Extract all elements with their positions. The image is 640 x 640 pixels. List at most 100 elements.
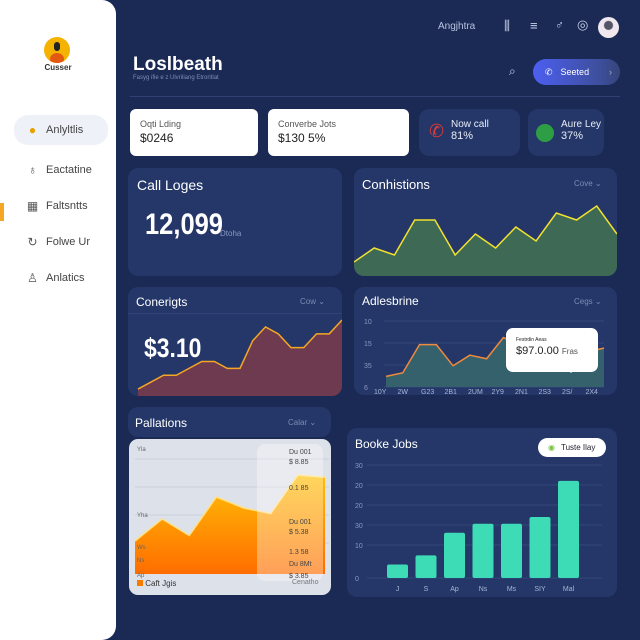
kpi-card-1[interactable]: Oqti Lding $0246 bbox=[130, 109, 258, 156]
bar bbox=[387, 564, 408, 578]
dropdown-label: Calar bbox=[288, 418, 308, 427]
y-tick-label: 20 bbox=[355, 483, 363, 490]
sidebar-item-4[interactable]: ↻ Folwe Ur bbox=[14, 227, 108, 257]
notification-icon[interactable]: ♂ bbox=[555, 18, 564, 32]
pallations-header: Pallations Calar ⌄ bbox=[128, 407, 331, 437]
brand-name: Cusser bbox=[44, 63, 72, 72]
sidebar-item-3[interactable]: ▦ Faltsntts bbox=[14, 191, 108, 221]
y-tick-label: 20 bbox=[355, 503, 363, 510]
avatar[interactable] bbox=[598, 17, 619, 38]
phone-icon: ✆ bbox=[429, 121, 445, 141]
sidebar-item-label: Anlyltlis bbox=[46, 124, 84, 136]
value-label: $ 3.85 bbox=[289, 573, 309, 580]
page-title: Loslbeath bbox=[133, 54, 223, 75]
plant-icon bbox=[536, 124, 554, 142]
x-tick-label: 2Y9 bbox=[492, 389, 505, 395]
conhistions-card: Conhistions Cove ⌄ bbox=[354, 168, 617, 276]
x-tick-label: Ms bbox=[507, 586, 517, 593]
pallations-area bbox=[135, 475, 325, 574]
kpi-label: Oqti Lding bbox=[140, 119, 182, 129]
legend: Caft Jgis bbox=[137, 579, 176, 588]
conerigts-chart bbox=[137, 319, 342, 396]
kpi-card-3[interactable]: ✆ Now call 81% bbox=[419, 109, 520, 156]
primary-button[interactable]: ✆ Seeted › bbox=[533, 59, 620, 85]
x-tick-label: 2B1 bbox=[445, 389, 458, 395]
bar bbox=[529, 516, 551, 578]
conerigts-value: $3.10 bbox=[144, 333, 202, 363]
x-tick-label: 2S/ bbox=[562, 389, 573, 395]
period-dropdown[interactable]: Cove ⌄ bbox=[574, 179, 602, 188]
header-link[interactable]: Angjhtra bbox=[438, 21, 476, 32]
chevron-right-icon: › bbox=[609, 67, 612, 77]
sidebar-item-5[interactable]: ♙ Anlatics bbox=[14, 263, 108, 293]
period-dropdown[interactable]: Cow ⌄ bbox=[300, 297, 325, 306]
x-tick-label: 2S3 bbox=[539, 389, 552, 395]
adlesbrine-card: Adlesbrine Cegs ⌄ 10 15 35 6 10Y 2W G23 2B1 2UM 2… bbox=[354, 287, 617, 395]
footer-label: Cenatho bbox=[292, 579, 319, 586]
bar bbox=[415, 555, 437, 578]
y-tick-label: 30 bbox=[355, 523, 363, 530]
kpi-card-2[interactable]: Converbe Jots $130 5% bbox=[268, 109, 409, 156]
filter-badge[interactable]: ◉ Tuste Ilay bbox=[538, 438, 606, 457]
dropdown-label: Cow bbox=[300, 297, 317, 306]
sidebar-item-label: Folwe Ur bbox=[46, 236, 91, 248]
tooltip-label: Festrdin Aeas bbox=[516, 337, 547, 343]
sidebar-item-2[interactable]: ♁ Eactatine bbox=[14, 155, 108, 185]
highlight-overlay bbox=[257, 444, 323, 581]
value-label: Du 001 bbox=[289, 519, 312, 526]
y-tick-label: 10 bbox=[364, 319, 372, 326]
pallations-panel: Yla Yha Ws Ns Ap Du 001 $ 8.85 0.1 85 Du 001 $ 5.… bbox=[129, 439, 331, 595]
kpi-value: $0246 bbox=[140, 131, 174, 145]
y-label: Ap bbox=[137, 573, 145, 579]
analytics-icon: ● bbox=[28, 122, 37, 137]
user-icon: ♙ bbox=[27, 270, 38, 285]
pallations-line bbox=[135, 474, 326, 542]
x-tick-label: J bbox=[396, 586, 400, 593]
divider bbox=[130, 96, 620, 97]
value-label: Du 8Mt bbox=[289, 561, 312, 568]
dropdown-label: Cegs bbox=[574, 297, 593, 306]
card-title: Conhistions bbox=[362, 177, 430, 192]
kpi-value: 81% bbox=[451, 130, 474, 142]
sidebar-item-analytics[interactable]: ● Anlyltlis bbox=[14, 115, 108, 145]
value-label: 1.3 58 bbox=[289, 549, 309, 556]
tooltip-unit: Fras bbox=[561, 347, 578, 356]
bar bbox=[558, 480, 579, 578]
period-dropdown[interactable]: Calar ⌄ bbox=[288, 418, 317, 427]
dropdown-label: Cove bbox=[574, 179, 593, 188]
grid-icon: ▦ bbox=[26, 198, 39, 213]
kpi-label: Now call bbox=[451, 119, 489, 130]
active-indicator bbox=[0, 203, 4, 221]
call-logs-card: Call Loges 12,099 Dtoha bbox=[128, 168, 342, 276]
page-subtitle: Fasyg ifie e z Ulvriliang Etroritlat bbox=[133, 75, 219, 81]
x-tick-label: Ns bbox=[479, 586, 488, 593]
refresh-icon: ◉ bbox=[548, 443, 555, 452]
badge-label: Tuste Ilay bbox=[560, 443, 596, 452]
x-tick-label: 2N1 bbox=[515, 389, 528, 395]
pallations-chart bbox=[135, 458, 329, 574]
menu-icon[interactable]: ≡ bbox=[530, 18, 538, 33]
x-tick-label: S bbox=[424, 586, 429, 593]
call-logs-value: 12,099 bbox=[145, 208, 224, 241]
y-tick-label: 15 bbox=[364, 341, 372, 348]
bar bbox=[501, 523, 522, 578]
x-tick-label: 2UM bbox=[468, 389, 483, 395]
card-title: Pallations bbox=[135, 416, 188, 430]
value-label: $ 8.85 bbox=[289, 459, 309, 466]
x-tick-label: 2W bbox=[398, 389, 409, 395]
value-label: $ 5.38 bbox=[289, 529, 309, 536]
booke-jobs-card: Booke Jobs ◉ Tuste Ilay 30 20 20 30 10 0 J S Ap Ns… bbox=[347, 428, 617, 597]
y-label: Yha bbox=[137, 513, 148, 519]
y-label: Ns bbox=[137, 558, 145, 564]
x-tick-label: 10Y bbox=[374, 389, 387, 395]
search-icon[interactable]: ⌕ bbox=[509, 64, 516, 78]
kpi-card-4[interactable]: Aure Ley 37% bbox=[528, 109, 604, 156]
y-tick-label: 0 bbox=[355, 576, 359, 583]
conhistions-chart bbox=[354, 204, 617, 276]
period-dropdown[interactable]: Cegs ⌄ bbox=[574, 297, 602, 306]
settings-icon[interactable]: ◎ bbox=[577, 17, 589, 32]
card-title: Adlesbrine bbox=[362, 294, 419, 308]
y-tick-label: 35 bbox=[364, 363, 372, 370]
chart-icon[interactable]: ⫼ bbox=[504, 18, 510, 33]
card-title: Conerigts bbox=[136, 295, 188, 309]
